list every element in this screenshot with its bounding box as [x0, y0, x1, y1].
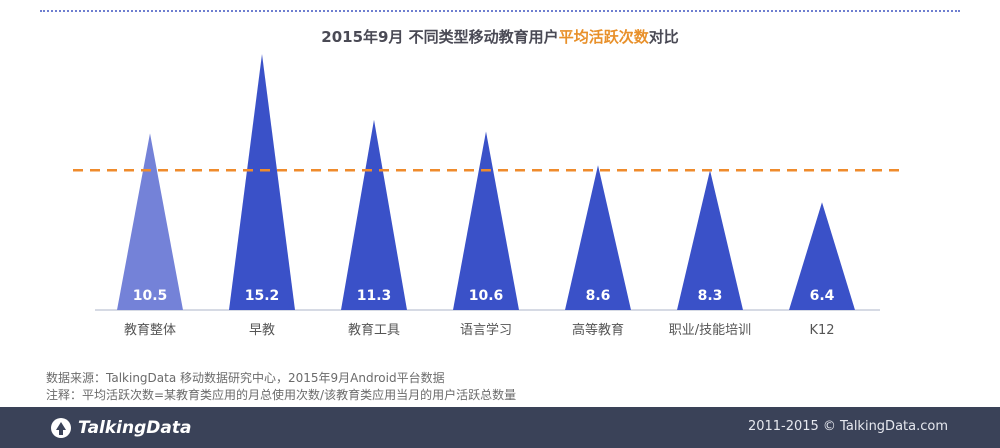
triangle-bar: [565, 165, 631, 310]
chart-notes: 数据来源：TalkingData 移动数据研究中心，2015年9月Android…: [46, 370, 516, 404]
brand-logo: TalkingData: [50, 417, 191, 439]
chart-title: 2015年9月 不同类型移动教育用户平均活跃次数对比: [0, 26, 1000, 47]
x-tick-label: 早教: [249, 322, 275, 338]
triangle-bar: [789, 202, 855, 310]
logo-text: TalkingData: [78, 418, 192, 438]
x-tick-label: 职业/技能培训: [669, 322, 751, 338]
copyright-text: 2011-2015 © TalkingData.com: [747, 419, 948, 434]
x-tick-label: 教育整体: [124, 322, 176, 338]
talkingdata-logo-icon: [51, 418, 71, 438]
triangle-bar: [229, 54, 295, 311]
title-prefix: 2015年9月 不同类型移动教育用户: [321, 28, 559, 46]
x-tick-label: K12: [809, 323, 834, 338]
triangle-bar: [453, 131, 519, 310]
triangle-bar: [677, 170, 743, 310]
title-highlight: 平均活跃次数: [558, 28, 649, 46]
triangle-bar: [341, 119, 407, 310]
bar-value-label: 10.6: [469, 288, 504, 304]
triangle-bar-chart: 10.5 教育整体 15.2 早教 11.3 教育工具 10.6 语言学习 8.6 高等教育 8.3…: [73, 54, 900, 338]
x-tick-label: 语言学习: [460, 322, 512, 338]
triangle-bar: [117, 133, 183, 310]
title-suffix: 对比: [648, 28, 679, 46]
bar-value-label: 15.2: [245, 288, 280, 304]
bar-value-label: 11.3: [357, 288, 392, 304]
definition-note: 注释：平均活跃次数=某教育类应用的月总使用次数/该教育类应用当月的用户活跃总数量: [46, 388, 517, 402]
bar-value-label: 8.6: [586, 288, 611, 304]
bar-value-label: 6.4: [810, 288, 835, 304]
top-divider: [40, 10, 960, 12]
footer-bar: TalkingData 2011-2015 © TalkingData.com: [0, 407, 1000, 448]
x-tick-label: 教育工具: [348, 322, 400, 338]
bar-value-label: 8.3: [698, 288, 723, 304]
x-tick-label: 高等教育: [572, 322, 624, 338]
bar-value-label: 10.5: [133, 288, 168, 304]
data-source-note: 数据来源：TalkingData 移动数据研究中心，2015年9月Android…: [46, 371, 445, 385]
